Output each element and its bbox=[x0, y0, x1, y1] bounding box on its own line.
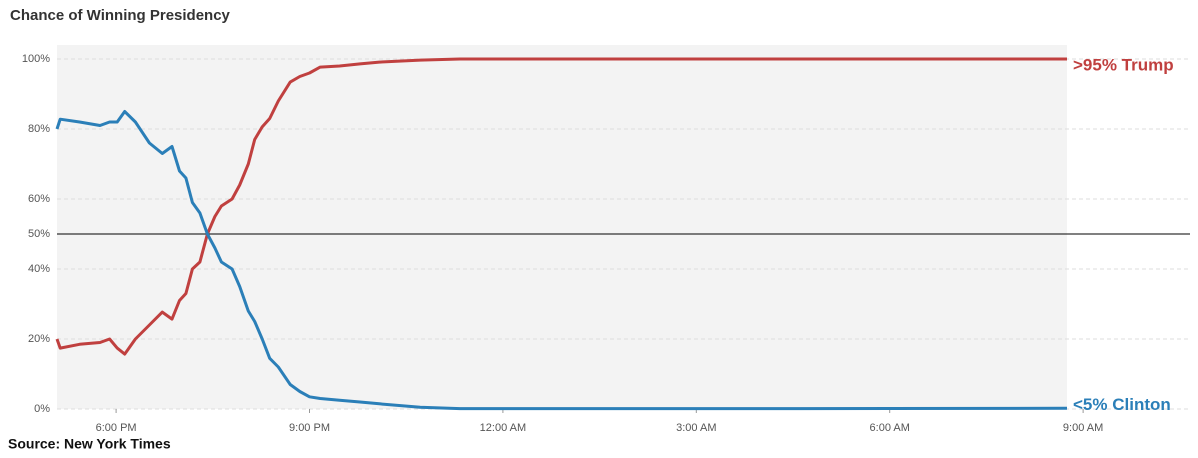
x-tick-label: 6:00 PM bbox=[96, 422, 137, 434]
x-tick-label: 12:00 AM bbox=[480, 422, 526, 434]
x-tick-label: 3:00 AM bbox=[676, 422, 716, 434]
y-tick-label: 100% bbox=[22, 53, 50, 65]
y-tick-label: 80% bbox=[28, 123, 50, 135]
y-tick-label: 60% bbox=[28, 193, 50, 205]
y-tick-label: 0% bbox=[34, 403, 50, 415]
x-tick-label: 9:00 AM bbox=[1063, 422, 1103, 434]
series-label: <5% Clinton bbox=[1073, 395, 1171, 414]
plot-background bbox=[57, 45, 1067, 409]
y-tick-label: 50% bbox=[28, 228, 50, 240]
source: Source: New York Times bbox=[8, 436, 171, 452]
y-tick-label: 20% bbox=[28, 333, 50, 345]
series-line bbox=[55, 57, 1067, 356]
x-tick-label: 6:00 AM bbox=[870, 422, 910, 434]
x-tick-label: 9:00 PM bbox=[289, 422, 330, 434]
series-line bbox=[55, 110, 1068, 411]
chart-title: Chance of Winning Presidency bbox=[10, 7, 231, 24]
series-label: >95% Trump bbox=[1073, 55, 1174, 74]
y-tick-label: 40% bbox=[28, 263, 50, 275]
